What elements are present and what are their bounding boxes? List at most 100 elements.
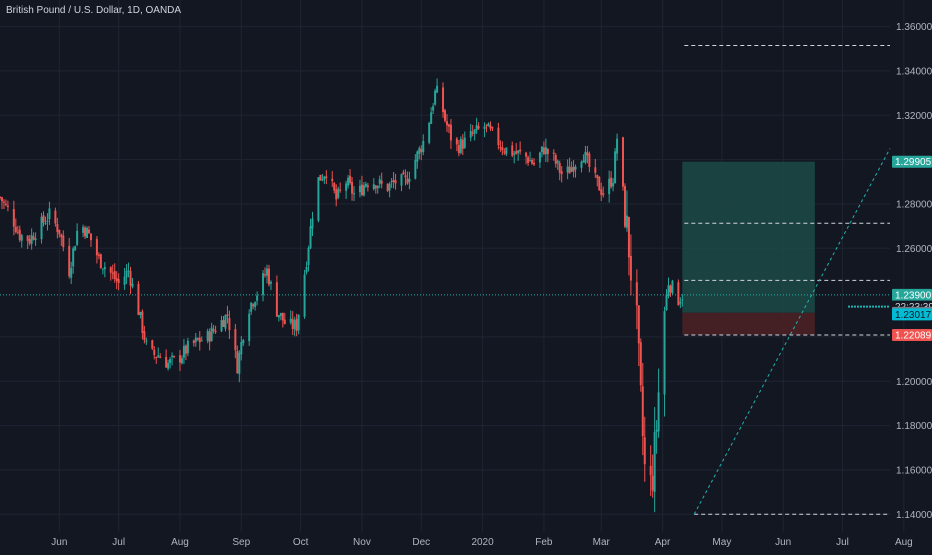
candle-body bbox=[319, 174, 322, 181]
candle-body bbox=[459, 138, 462, 153]
candle-body bbox=[639, 342, 642, 386]
time-tick-label: Feb bbox=[535, 537, 553, 548]
candle-body bbox=[422, 141, 425, 153]
candle-body bbox=[531, 160, 534, 164]
time-tick-label: Nov bbox=[353, 537, 371, 548]
candle-body bbox=[228, 318, 231, 331]
candle-body bbox=[125, 270, 128, 278]
price-tick-label: 1.26000 bbox=[896, 244, 932, 255]
candle-body bbox=[349, 175, 352, 183]
candle-body bbox=[406, 178, 409, 184]
candle-body bbox=[485, 124, 488, 126]
candle-body bbox=[623, 186, 626, 227]
time-tick-label: Aug bbox=[895, 537, 913, 548]
candle-body bbox=[88, 229, 90, 234]
candle-body bbox=[264, 274, 267, 276]
candle-body bbox=[42, 215, 45, 223]
candle-body bbox=[173, 356, 176, 358]
candle-body bbox=[641, 386, 644, 437]
candle-body bbox=[517, 150, 520, 153]
time-tick-label: Oct bbox=[293, 537, 309, 548]
candle-body bbox=[26, 235, 29, 241]
candle-body bbox=[30, 235, 33, 244]
candle-body bbox=[614, 151, 617, 183]
candle-body bbox=[416, 151, 419, 162]
candle-body bbox=[222, 320, 225, 327]
candle-body bbox=[157, 355, 160, 358]
candle-body bbox=[394, 180, 397, 184]
candle-body bbox=[95, 239, 98, 256]
candle-body bbox=[210, 327, 213, 342]
candle-body bbox=[14, 226, 17, 232]
candle-body bbox=[418, 148, 421, 154]
candle-body bbox=[649, 465, 652, 476]
candle-body bbox=[84, 227, 87, 237]
candle-body bbox=[4, 203, 7, 205]
candle-body bbox=[544, 147, 547, 155]
candle-body bbox=[477, 126, 480, 129]
candle-body bbox=[28, 239, 31, 244]
candle-body bbox=[457, 145, 460, 154]
price-tag-stop: 1.22089 bbox=[892, 328, 932, 341]
candle-body bbox=[556, 160, 559, 164]
candle-body bbox=[48, 208, 51, 220]
price-tick-label: 1.18000 bbox=[896, 421, 932, 432]
candle-body bbox=[586, 152, 589, 156]
candle-body bbox=[637, 305, 640, 344]
candle-body bbox=[113, 271, 116, 280]
candle-body bbox=[196, 338, 199, 340]
candle-body bbox=[335, 189, 338, 200]
candle-body bbox=[200, 340, 203, 342]
candle-body bbox=[44, 223, 47, 225]
candle-body bbox=[0, 197, 3, 202]
candle-body bbox=[651, 475, 654, 491]
candle-body bbox=[238, 352, 241, 374]
candle-body bbox=[546, 148, 549, 155]
candle-body bbox=[400, 174, 403, 186]
candle-body bbox=[463, 137, 466, 148]
candle-body bbox=[293, 320, 296, 330]
candle-body bbox=[184, 345, 187, 354]
candle-body bbox=[667, 285, 670, 296]
candle-body bbox=[109, 267, 112, 273]
candle-body bbox=[629, 255, 632, 281]
time-tick-label: Dec bbox=[412, 537, 430, 548]
candle-body bbox=[250, 302, 253, 312]
candle-body bbox=[444, 110, 446, 121]
candle-body bbox=[489, 125, 492, 129]
candle-body bbox=[236, 350, 239, 374]
candle-body bbox=[169, 359, 172, 363]
candle-body bbox=[242, 340, 245, 344]
candle-body bbox=[143, 331, 146, 340]
candle-body bbox=[542, 147, 545, 155]
price-tag-label: 1.23900 bbox=[895, 290, 932, 301]
candle-body bbox=[2, 201, 5, 203]
candle-body bbox=[20, 235, 23, 241]
candle-body bbox=[111, 272, 114, 274]
candle-body bbox=[262, 273, 265, 295]
candle-body bbox=[178, 355, 181, 363]
candle-body bbox=[432, 106, 435, 111]
candles bbox=[0, 78, 684, 513]
candle-body bbox=[533, 162, 535, 165]
candle-body bbox=[483, 126, 486, 129]
candle-body bbox=[538, 152, 541, 163]
candle-body bbox=[214, 330, 217, 333]
candle-body bbox=[366, 185, 369, 188]
candle-body bbox=[297, 314, 300, 331]
candle-body bbox=[511, 145, 514, 156]
candle-body bbox=[612, 182, 615, 187]
candle-body bbox=[558, 162, 561, 173]
candle-body bbox=[283, 319, 286, 324]
time-tick-label: Jun bbox=[775, 537, 791, 548]
candle-body bbox=[275, 282, 278, 317]
candle-body bbox=[117, 278, 120, 284]
candle-body bbox=[305, 267, 308, 273]
profit-zone bbox=[682, 161, 815, 313]
candle-body bbox=[333, 183, 336, 191]
candle-body bbox=[671, 280, 674, 294]
candle-body bbox=[657, 392, 660, 432]
candle-body bbox=[390, 181, 393, 183]
